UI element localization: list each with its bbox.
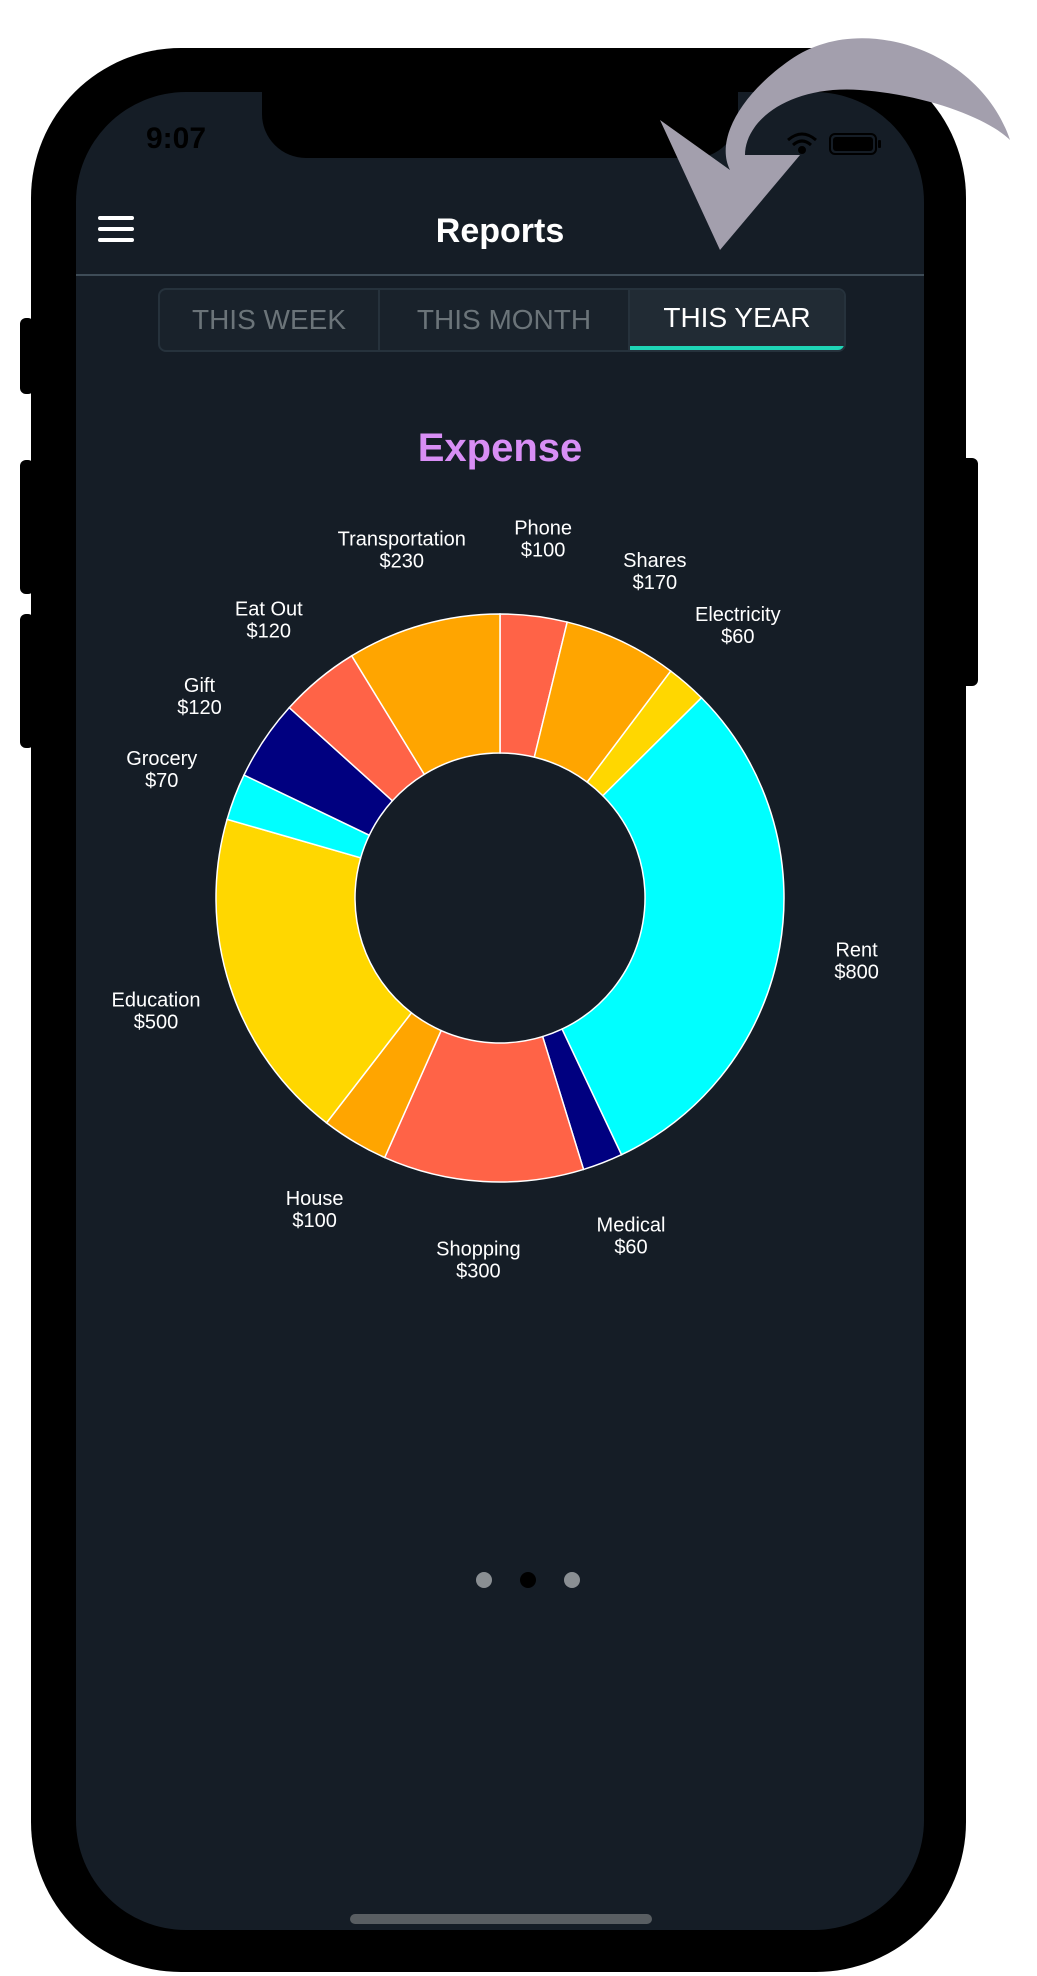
label-gift: Gift$120: [177, 675, 222, 719]
battery-icon: [829, 133, 881, 155]
slice-value-label: $300: [456, 1260, 501, 1282]
annotation-arrow-icon: [660, 38, 1010, 250]
home-indicator: [350, 1914, 652, 1924]
label-rent: Rent$800: [834, 939, 879, 983]
label-electricity: Electricity$60: [695, 604, 781, 648]
slice-name-label: Medical: [597, 1214, 666, 1236]
slice-name-label: Shares: [623, 550, 686, 572]
tab-this-year[interactable]: THIS YEAR: [630, 290, 844, 350]
page-dot-2[interactable]: [520, 1572, 536, 1588]
slice-name-label: Shopping: [436, 1238, 521, 1260]
wifi-icon: [787, 132, 817, 154]
label-eat-out: Eat Out$120: [235, 598, 303, 642]
label-phone: Phone$100: [514, 518, 572, 562]
label-transportation: Transportation$230: [338, 529, 466, 573]
slice-name-label: Education: [112, 990, 201, 1012]
page-dot-1[interactable]: [476, 1572, 492, 1588]
label-house: House$100: [286, 1188, 344, 1232]
slice-value-label: $120: [247, 620, 292, 642]
slice-value-label: $230: [380, 551, 425, 573]
slice-name-label: Electricity: [695, 604, 781, 626]
app-screen: 9:07 Reports THIS WEEK THIS MONTH THIS Y…: [76, 92, 924, 1930]
status-icons: [780, 130, 890, 163]
slice-name-label: Eat Out: [235, 598, 303, 620]
slice-value-label: $100: [521, 540, 566, 562]
slice-value-label: $100: [292, 1210, 337, 1232]
tab-this-month[interactable]: THIS MONTH: [380, 290, 630, 350]
slice-value-label: $70: [145, 770, 178, 792]
slice-value-label: $170: [633, 572, 678, 594]
page-dot-3[interactable]: [564, 1572, 580, 1588]
navigation-bar: Reports: [76, 192, 924, 276]
status-time: 9:07: [146, 122, 207, 155]
label-grocery: Grocery$70: [126, 748, 197, 792]
slice-value-label: $120: [177, 697, 222, 719]
slice-value-label: $500: [134, 1012, 179, 1034]
volume-up-button: [20, 460, 34, 594]
slice-name-label: Phone: [514, 518, 572, 540]
page-title: Reports: [435, 212, 565, 250]
period-segmented-control: THIS WEEK THIS MONTH THIS YEAR: [158, 288, 846, 352]
mute-switch: [20, 318, 34, 394]
slice-name-label: Rent: [835, 939, 878, 961]
hamburger-menu-icon[interactable]: [96, 214, 136, 244]
notch: [262, 92, 738, 158]
slice-name-label: Grocery: [126, 748, 197, 770]
expense-donut-chart: Phone$100 Shares$170Electricity$60Rent$80…: [112, 518, 879, 1283]
volume-down-button: [20, 614, 34, 748]
slice-name-label: House: [286, 1188, 344, 1210]
slice-transportation[interactable]: [350, 613, 501, 776]
slice-name-label: Gift: [184, 675, 216, 697]
label-medical: Medical$60: [597, 1214, 666, 1258]
label-shares: Shares$170: [623, 550, 686, 594]
page-indicator: [476, 1572, 596, 1592]
slice-education[interactable]: [215, 818, 413, 1124]
chart-title: Expense: [417, 426, 583, 470]
slice-name-label: Transportation: [338, 529, 466, 551]
slice-rent[interactable]: [561, 696, 785, 1156]
slice-value-label: $60: [721, 626, 754, 648]
label-education: Education$500: [112, 990, 201, 1034]
label-shopping: Shopping$300: [436, 1238, 521, 1282]
slice-value-label: $60: [614, 1236, 647, 1258]
tab-this-week[interactable]: THIS WEEK: [160, 290, 380, 350]
slice-value-label: $800: [834, 961, 879, 983]
